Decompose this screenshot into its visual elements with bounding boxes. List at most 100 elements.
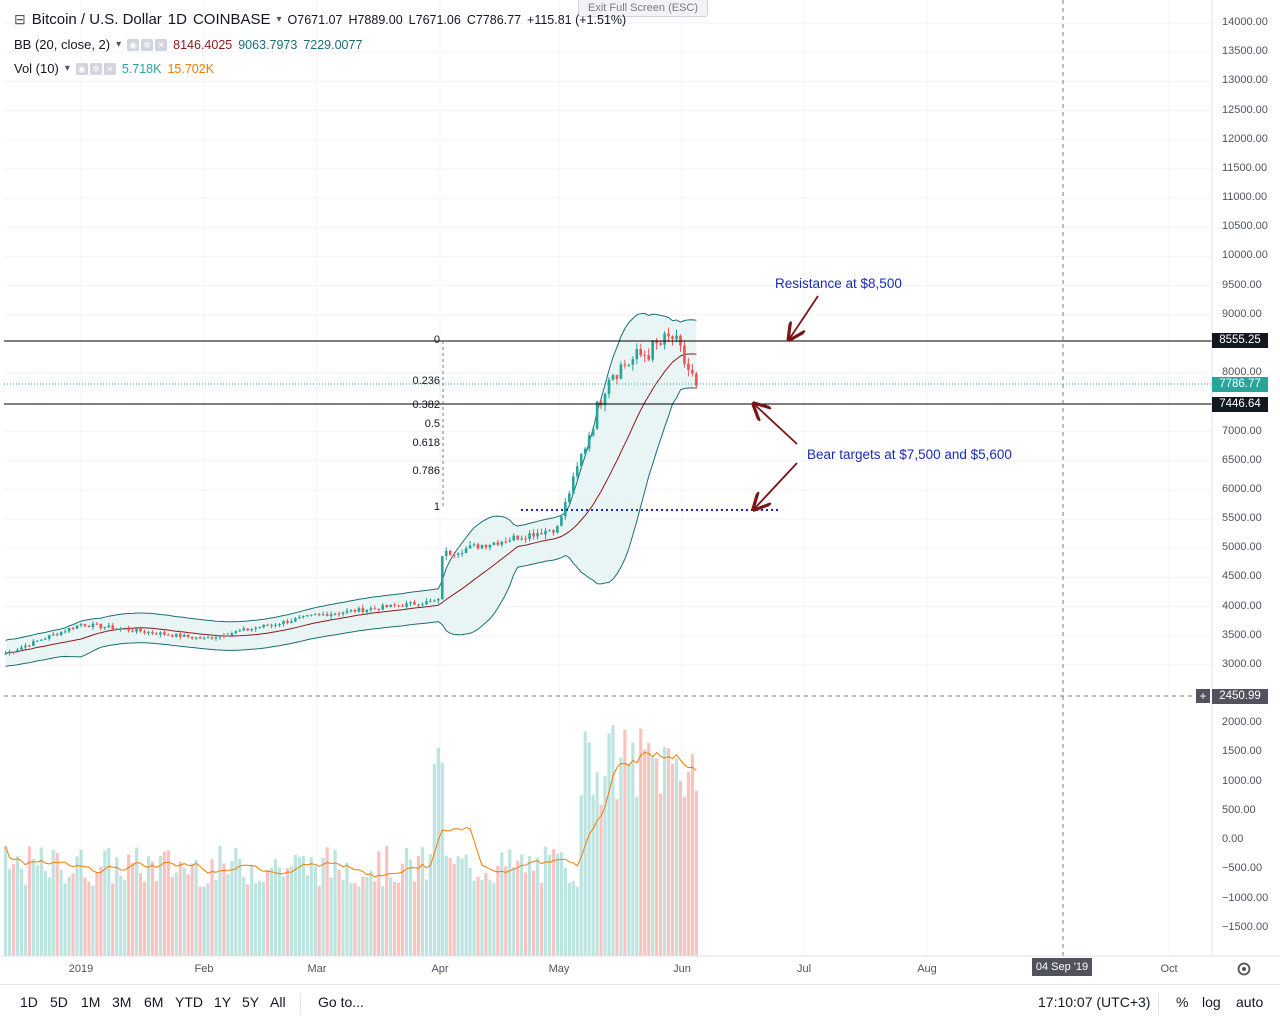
indicator-controls[interactable]: ◉ ✲ ✕ (76, 63, 116, 75)
volume-bar (254, 883, 257, 956)
candle-body (167, 635, 170, 636)
candle-body (274, 625, 277, 626)
candle-body (92, 624, 95, 627)
chart-canvas[interactable]: + (0, 0, 1280, 984)
volume-bar (333, 850, 336, 956)
bear-arrow-upper (755, 405, 797, 444)
volume-bar (127, 854, 130, 956)
toolbar-divider (300, 993, 301, 1015)
candle-body (608, 380, 611, 394)
candle-body (68, 628, 71, 631)
range-1d-button[interactable]: 1D (20, 994, 38, 1010)
candle-body (12, 652, 15, 653)
log-scale-button[interactable]: log (1202, 994, 1221, 1010)
volume-bar (425, 880, 428, 956)
volume-bar (377, 851, 380, 956)
candle-body (88, 626, 91, 627)
bear-targets-annotation[interactable]: Bear targets at $7,500 and $5,600 (807, 447, 1012, 462)
interval-label[interactable]: 1D (168, 11, 187, 28)
volume-bar (67, 877, 70, 956)
volume-axis-label: −1500.00 (1222, 921, 1268, 933)
candle-body (195, 637, 198, 638)
candle-body (636, 349, 639, 359)
candle-body (584, 449, 587, 454)
candle-body (163, 632, 166, 634)
price-axis-label: 12000.00 (1222, 133, 1268, 145)
chevron-down-icon[interactable]: ▾ (65, 63, 70, 74)
auto-scale-button[interactable]: auto (1236, 994, 1263, 1010)
candle-body (219, 636, 222, 638)
volume-bar (639, 729, 642, 956)
candle-body (8, 652, 11, 654)
range-5d-button[interactable]: 5D (50, 994, 68, 1010)
range-3m-button[interactable]: 3M (112, 994, 131, 1010)
price-axis-label: 14000.00 (1222, 16, 1268, 28)
volume-bar (476, 877, 479, 956)
volume-bar (206, 883, 209, 956)
bb-label[interactable]: BB (20, close, 2) (14, 37, 110, 52)
candle-body (358, 608, 361, 612)
candle-body (508, 540, 511, 541)
range-1m-button[interactable]: 1M (81, 994, 100, 1010)
percent-scale-button[interactable]: % (1176, 994, 1188, 1010)
candle-body (250, 629, 253, 630)
candle-body (504, 542, 507, 543)
vol-label[interactable]: Vol (10) (14, 61, 59, 76)
candle-body (310, 615, 313, 616)
volume-bar (250, 865, 253, 956)
candle-body (254, 628, 257, 629)
volume-bar (262, 882, 265, 956)
volume-bar (52, 850, 55, 956)
candle-body (231, 633, 234, 635)
chevron-down-icon[interactable]: ▾ (277, 14, 282, 25)
volume-bar (171, 877, 174, 956)
exchange-label[interactable]: COINBASE (193, 11, 271, 28)
volume-bar (500, 852, 503, 956)
price-axis-label: 9000.00 (1222, 308, 1262, 320)
volume-bar (64, 883, 67, 956)
goto-button[interactable]: Go to... (318, 994, 364, 1010)
volume-bar (560, 852, 563, 956)
volume-bar (397, 883, 400, 956)
volume-bars (4, 725, 698, 956)
settings-gear-icon[interactable] (1239, 964, 1250, 975)
volume-bar (504, 866, 507, 956)
chevron-down-icon[interactable]: ▾ (116, 39, 121, 50)
candle-body (576, 466, 579, 476)
volume-bar (480, 880, 483, 956)
volume-bar (413, 881, 416, 956)
candle-body (473, 544, 476, 545)
candle-body (191, 637, 194, 638)
low-value: 7671.06 (416, 13, 461, 27)
range-ytd-button[interactable]: YTD (175, 994, 203, 1010)
volume-bar (679, 781, 682, 956)
range-1y-button[interactable]: 1Y (214, 994, 231, 1010)
candle-body (552, 530, 555, 532)
price-axis-label: 3500.00 (1222, 629, 1262, 641)
volume-bar (576, 887, 579, 956)
candle-body (425, 601, 428, 604)
volume-bar (564, 867, 567, 956)
volume-bar (520, 855, 523, 956)
volume-bar (532, 871, 535, 956)
candle-body (409, 602, 412, 603)
volume-bar (484, 873, 487, 956)
indicator-controls[interactable]: ◉ ✲ ✕ (127, 39, 167, 51)
volume-bar (512, 867, 515, 956)
resistance-annotation[interactable]: Resistance at $8,500 (775, 276, 902, 291)
candle-body (115, 629, 118, 630)
volume-bar (218, 846, 221, 956)
clock-display[interactable]: 17:10:07 (UTC+3) (1038, 994, 1150, 1010)
range-all-button[interactable]: All (270, 994, 286, 1010)
volume-bar (635, 797, 638, 956)
range-5y-button[interactable]: 5Y (242, 994, 259, 1010)
symbol-title[interactable]: Bitcoin / U.S. Dollar (32, 11, 162, 28)
candle-body (667, 333, 670, 336)
range-6m-button[interactable]: 6M (144, 994, 163, 1010)
volume-bar (528, 856, 531, 956)
volume-bar (310, 857, 313, 956)
collapse-icon[interactable]: ⊟ (14, 11, 26, 28)
candle-body (671, 336, 674, 339)
volume-bar (389, 878, 392, 956)
volume-bar (183, 868, 186, 956)
